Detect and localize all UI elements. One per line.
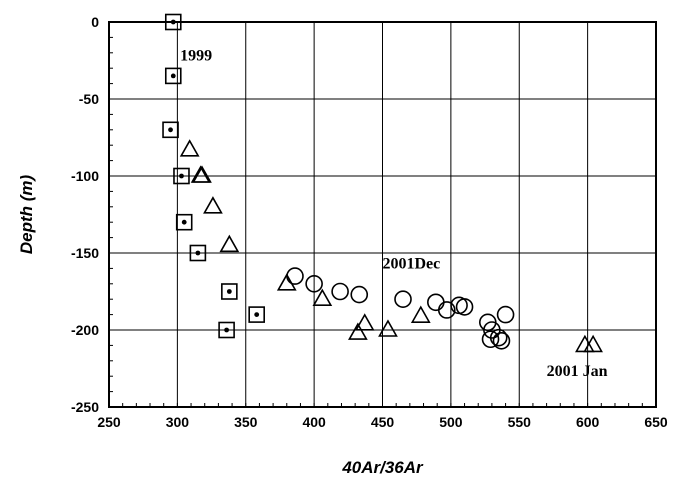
data-point-triangle xyxy=(219,234,240,253)
y-axis-label: Depth (m) xyxy=(17,175,36,255)
data-point-triangle xyxy=(583,334,603,353)
data-point-square xyxy=(221,283,238,300)
data-point-circle xyxy=(394,290,412,309)
x-axis-label: 40Ar/36Ar xyxy=(341,458,424,477)
data-point-circle xyxy=(496,305,515,324)
data-point-square xyxy=(218,321,235,339)
data-point-circle xyxy=(455,298,474,316)
data-point-circle xyxy=(305,274,323,293)
y-tick-label: -200 xyxy=(71,322,99,338)
data-points xyxy=(162,13,603,353)
x-tick-label: 600 xyxy=(576,414,600,430)
annotation-label: 2001Dec xyxy=(383,255,441,272)
tick-labels: 250 300 350 400 450 500 550 600 650 0 -50 -100 -150 -… xyxy=(71,14,668,430)
data-point-triangle xyxy=(192,165,212,183)
x-tick-label: 450 xyxy=(371,414,395,430)
data-point-circle xyxy=(492,331,511,350)
data-point-triangle xyxy=(354,313,375,331)
y-tick-label: -250 xyxy=(71,399,99,415)
data-point-triangle xyxy=(179,139,200,157)
data-point-circle xyxy=(286,267,304,285)
annotations: 1999 2001Dec 2001 Jan xyxy=(180,48,607,381)
data-point-square xyxy=(162,121,179,139)
y-tick-label: -50 xyxy=(79,91,99,107)
data-point-circle xyxy=(331,282,349,301)
data-point-square xyxy=(248,306,265,323)
x-tick-label: 250 xyxy=(97,414,121,430)
x-tick-label: 650 xyxy=(644,414,668,430)
data-point-triangle xyxy=(575,334,595,353)
x-tick-label: 350 xyxy=(234,414,258,430)
data-point-circle xyxy=(489,328,508,347)
y-tick-label: -100 xyxy=(71,168,99,184)
data-point-circle xyxy=(427,293,445,312)
data-point-circle xyxy=(350,285,369,304)
annotation-label: 1999 xyxy=(180,48,212,65)
plot-frame xyxy=(108,21,657,408)
data-point-triangle xyxy=(410,305,431,323)
data-point-triangle xyxy=(378,319,398,337)
x-tick-label: 400 xyxy=(302,414,326,430)
annotation-label: 2001 Jan xyxy=(547,363,608,380)
data-point-circle xyxy=(437,301,456,319)
y-tick-label: -150 xyxy=(71,245,99,261)
data-point-triangle xyxy=(348,322,368,340)
data-point-square xyxy=(164,67,182,85)
data-point-square xyxy=(189,244,207,262)
data-point-circle xyxy=(481,330,500,349)
y-tick-label: 0 xyxy=(91,14,99,30)
data-point-square xyxy=(173,167,190,185)
data-point-triangle xyxy=(312,288,333,307)
x-tick-label: 500 xyxy=(439,414,463,430)
x-tick-label: 550 xyxy=(508,414,532,430)
data-point-square xyxy=(175,213,193,231)
x-tick-label: 300 xyxy=(166,414,190,430)
data-point-triangle xyxy=(203,196,223,214)
